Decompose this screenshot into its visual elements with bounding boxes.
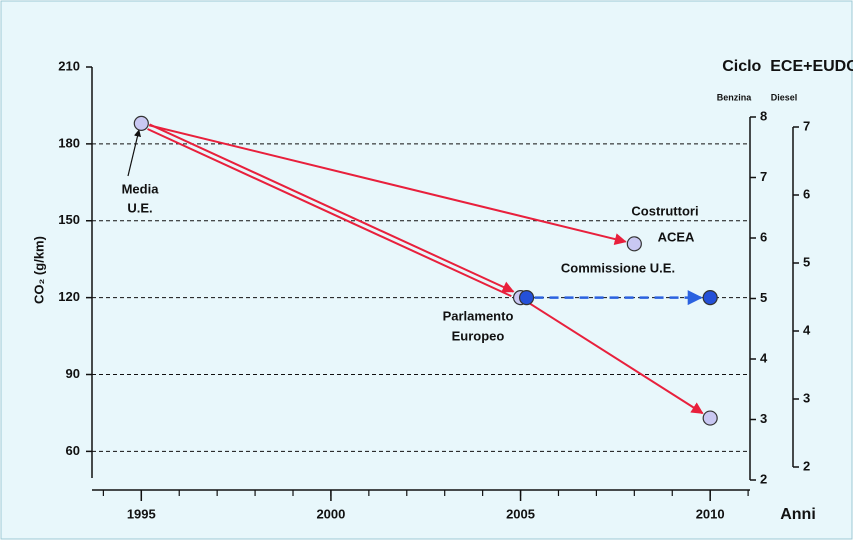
- y-tick-label: 150: [58, 212, 80, 227]
- point: [133, 115, 149, 131]
- annotation: Europeo: [452, 328, 505, 343]
- right-tick-label: 2: [803, 458, 810, 473]
- annotation: Costruttori: [631, 203, 698, 218]
- y-tick-label: 120: [58, 289, 80, 304]
- benzina-label: Benzina: [717, 92, 753, 102]
- arrow: [148, 124, 627, 245]
- right-tick-label: 2: [760, 471, 767, 486]
- right-tick-label: 3: [760, 411, 767, 426]
- right-tick-label: 5: [803, 254, 810, 269]
- annotation: Parlamento: [443, 308, 514, 323]
- x-tick-label: 2005: [506, 506, 535, 521]
- right-tick-label: 7: [760, 169, 767, 184]
- annotation: Commissione U.E.: [561, 260, 675, 275]
- x-tick-label: 2000: [316, 506, 345, 521]
- right-tick-label: 5: [760, 290, 767, 305]
- x-axis-label: Anni: [780, 506, 816, 523]
- right-tick-label: 3: [803, 390, 810, 405]
- y-tick-label: 60: [66, 443, 80, 458]
- arrow: [147, 128, 512, 298]
- right-tick-label: 6: [803, 186, 810, 201]
- annotation: U.E.: [127, 200, 152, 215]
- arrow: [526, 301, 704, 415]
- right-tick-label: 7: [803, 118, 810, 133]
- diesel-label: Diesel: [771, 92, 798, 102]
- right-tick-label: 8: [760, 108, 767, 123]
- x-tick-label: 2010: [696, 506, 725, 521]
- y-tick-label: 210: [58, 58, 80, 73]
- pointer: [127, 129, 141, 177]
- annotation: ACEA: [658, 229, 695, 244]
- arrow: [149, 123, 515, 293]
- right-tick-label: 4: [760, 350, 768, 365]
- point: [626, 236, 642, 252]
- right-tick-label: 6: [760, 229, 767, 244]
- y-tick-label: 180: [58, 135, 80, 150]
- right-tick-label: 4: [803, 322, 811, 337]
- chart-title: Ciclo ECE+EUDC: [722, 58, 853, 75]
- annotation: Media: [122, 181, 160, 196]
- point: [518, 290, 535, 306]
- y-axis-label: CO₂ (g/km): [31, 236, 46, 304]
- point: [702, 290, 718, 306]
- x-tick-label: 1995: [127, 506, 156, 521]
- point: [702, 410, 718, 426]
- y-tick-label: 90: [66, 366, 80, 381]
